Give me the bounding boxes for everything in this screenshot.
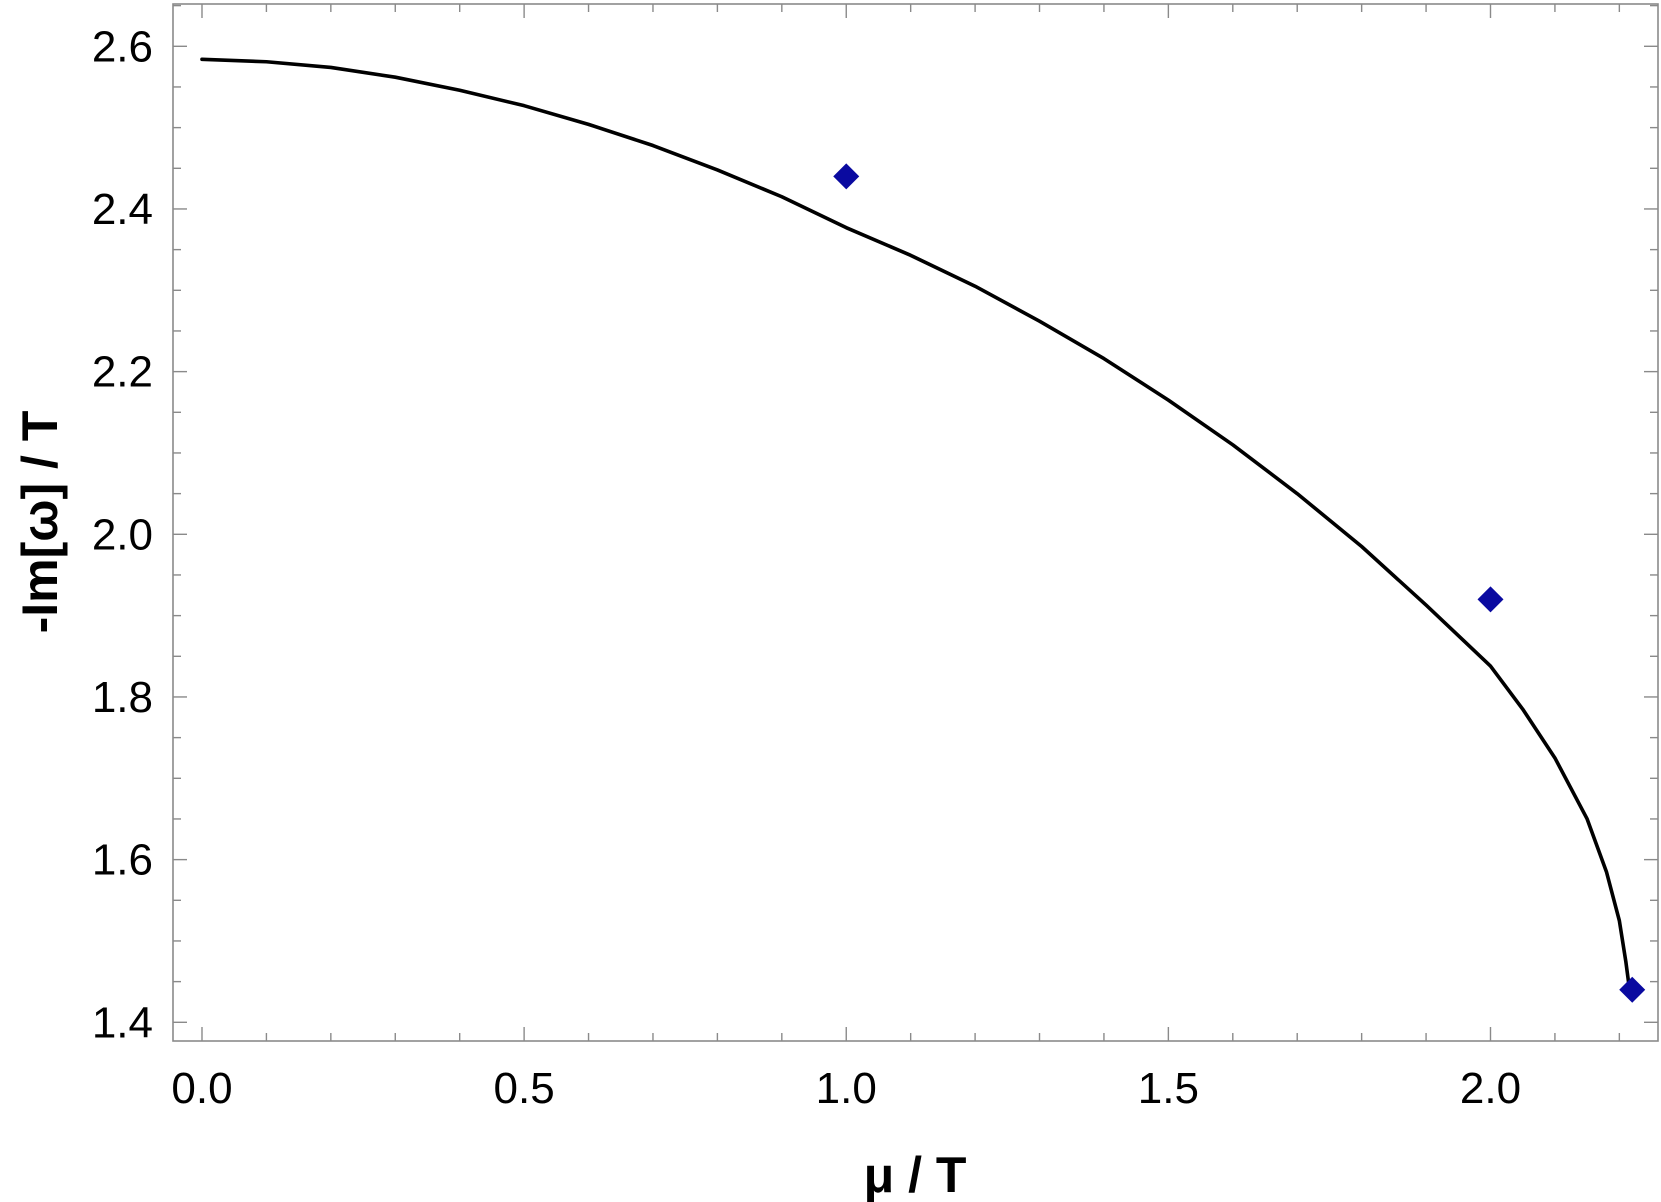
x-axis-title: μ / T (864, 1147, 967, 1202)
y-axis-title: -Im[ω] / T (12, 411, 68, 634)
diamond-marker (1477, 586, 1504, 613)
x-tick-label: 0.5 (494, 1064, 555, 1113)
y-tick-label: 2.0 (92, 510, 153, 559)
y-tick-label: 2.6 (92, 22, 153, 71)
x-tick-label: 0.0 (171, 1064, 232, 1113)
y-tick-label: 2.4 (92, 185, 153, 234)
plot-frame (172, 3, 1659, 1042)
diamond-marker (1619, 976, 1646, 1003)
y-tick-label: 2.2 (92, 348, 153, 397)
y-tick-label: 1.8 (92, 673, 153, 722)
x-tick-label: 1.5 (1138, 1064, 1199, 1113)
y-axis-ticks: 1.4 1.6 1.8 2.0 2.2 2.4 2.6 (92, 4, 1658, 1047)
plot-marks (200, 57, 1646, 1003)
y-tick-label: 1.4 (92, 998, 153, 1047)
y-tick-label: 1.6 (92, 836, 153, 885)
x-tick-label: 2.0 (1460, 1064, 1521, 1113)
x-axis-ticks: 0.0 0.5 1.0 1.5 2.0 (171, 4, 1621, 1113)
x-tick-label: 1.0 (816, 1064, 877, 1113)
series-line (200, 57, 1633, 992)
diamond-marker (833, 163, 860, 190)
